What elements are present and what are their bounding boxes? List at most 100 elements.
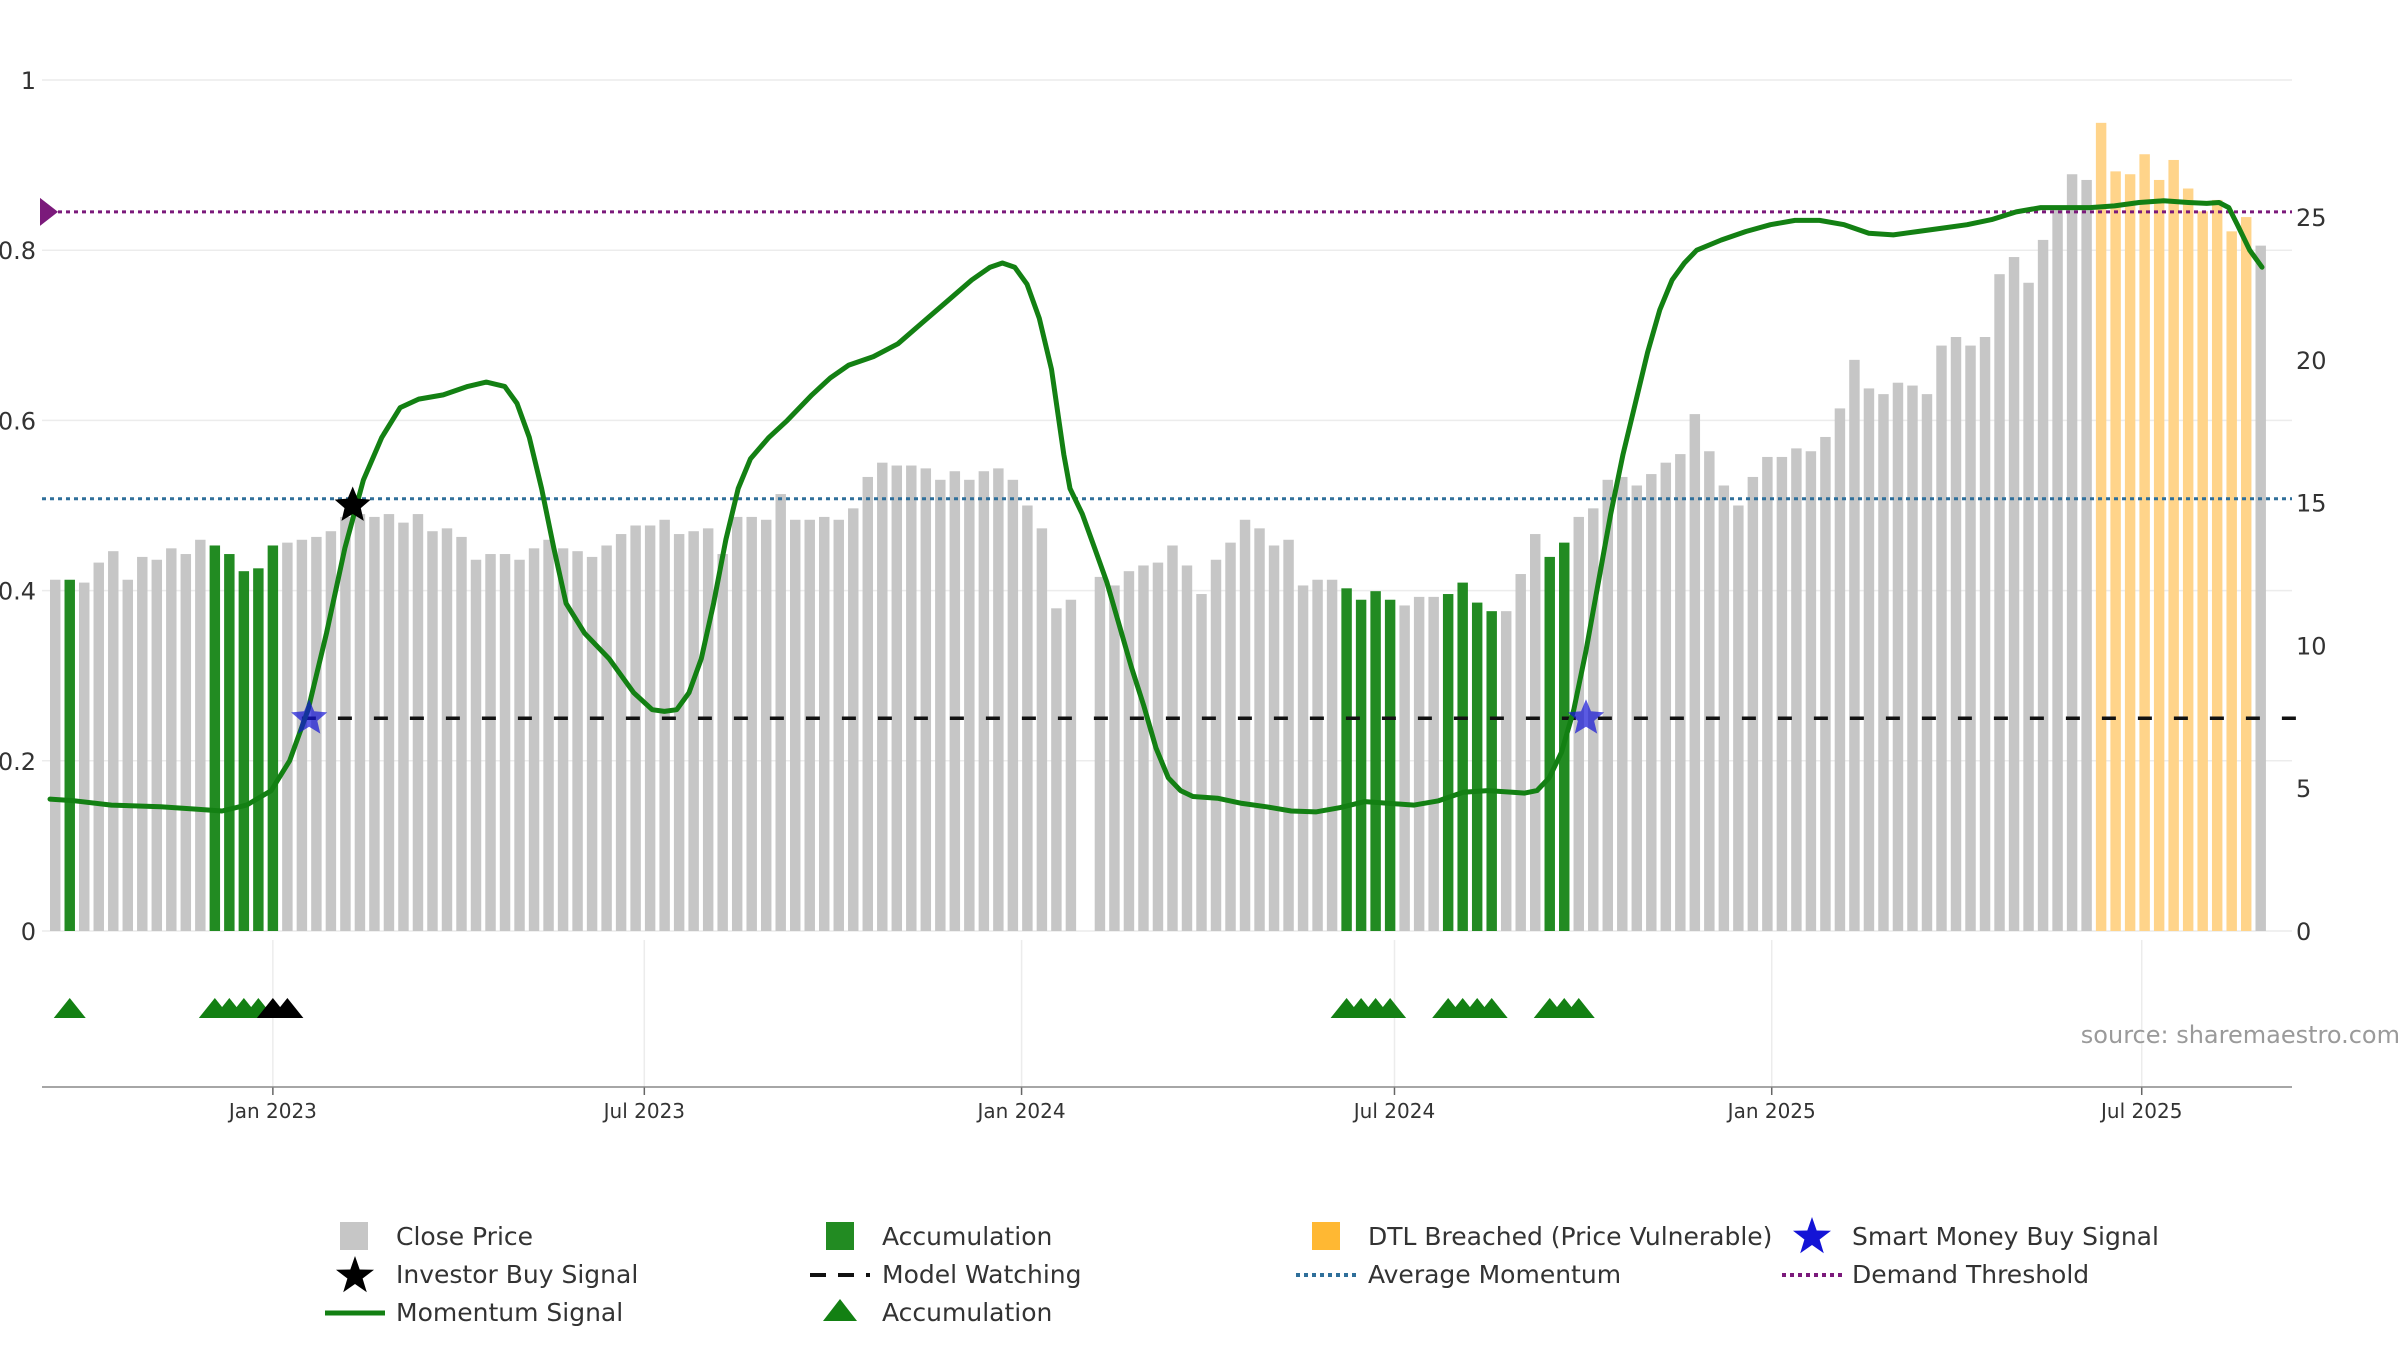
price-bar <box>514 559 525 931</box>
price-bar <box>1196 594 1207 931</box>
price-bar <box>93 562 104 931</box>
price-bar <box>383 514 395 931</box>
left-tick-label: 0.4 <box>0 578 36 606</box>
price-bar <box>731 516 743 931</box>
price-bar <box>1863 388 1875 931</box>
price-bar <box>1820 436 1831 931</box>
price-bar <box>2226 231 2237 931</box>
price-bar <box>746 516 757 931</box>
price-bar <box>819 516 830 931</box>
price-bar <box>1675 454 1686 931</box>
price-bar <box>1283 539 1294 931</box>
price-bar <box>1370 591 1381 931</box>
price-bar <box>1646 474 1657 931</box>
price-bar <box>1051 608 1062 931</box>
price-bar <box>528 548 540 931</box>
price-bar <box>1123 571 1135 931</box>
price-bar <box>195 539 206 931</box>
price-bar <box>891 465 903 931</box>
price-bar <box>935 479 946 931</box>
price-bar <box>978 471 990 931</box>
price-bar <box>1181 565 1193 931</box>
price-bar <box>1718 485 1730 931</box>
price-bar <box>267 545 279 931</box>
price-bar <box>1355 599 1367 931</box>
price-bar <box>659 519 670 931</box>
price-bar <box>224 554 235 931</box>
price-bar <box>1994 274 2005 931</box>
price-bar <box>1602 479 1613 931</box>
price-bar <box>949 471 961 931</box>
price-bar <box>1326 579 1338 931</box>
price-bar <box>1442 594 1454 931</box>
x-tick-label: Jul 2023 <box>602 1099 685 1123</box>
accumulation-triangle-icon <box>53 998 86 1018</box>
x-tick-label: Jan 2023 <box>227 1099 317 1123</box>
price-bar <box>2197 211 2208 931</box>
price-bars <box>50 122 2266 932</box>
price-bar <box>1428 596 1439 931</box>
price-bar <box>702 528 714 931</box>
price-bar <box>1979 337 1991 931</box>
demand-threshold-diamond-icon <box>40 197 58 226</box>
price-bar <box>1457 582 1468 931</box>
price-bar <box>1065 599 1077 931</box>
price-bar <box>804 519 815 931</box>
x-tick-label: Jan 2024 <box>976 1099 1066 1123</box>
right-tick-label: 25 <box>2296 204 2327 232</box>
price-bar <box>1849 359 1860 931</box>
price-bar <box>1094 576 1106 931</box>
price-bar <box>485 554 496 931</box>
price-bar <box>2037 239 2049 932</box>
right-tick-label: 20 <box>2296 347 2327 375</box>
investor-triangle-icon <box>271 998 304 1018</box>
price-bar <box>1762 456 1773 931</box>
price-bar <box>1297 585 1309 931</box>
price-bar <box>2124 174 2136 931</box>
right-tick-label: 5 <box>2296 775 2311 803</box>
price-bar <box>877 462 888 931</box>
price-bar <box>775 494 786 931</box>
price-bar <box>1936 345 1947 931</box>
price-bar <box>1500 611 1512 931</box>
price-bar <box>1834 408 1846 932</box>
price-bar <box>456 536 467 931</box>
price-bar <box>1791 448 1802 931</box>
price-bar <box>557 548 569 931</box>
x-tick-label: Jan 2025 <box>1726 1099 1816 1123</box>
price-bar <box>1254 528 1265 931</box>
price-bar <box>1210 559 1222 931</box>
price-bar <box>122 579 133 931</box>
price-bar <box>572 551 583 931</box>
right-tick-label: 10 <box>2296 632 2327 660</box>
price-bar <box>920 468 932 931</box>
price-bar <box>1733 505 1744 931</box>
price-bar <box>1515 574 1526 931</box>
smart-money-buy-star-icon <box>291 699 328 734</box>
price-bar <box>833 519 844 931</box>
price-bar <box>717 554 728 931</box>
price-bar <box>180 554 192 931</box>
price-bar <box>2240 217 2252 931</box>
smart-money-buy-star-icon <box>1567 699 1605 734</box>
price-bar <box>1747 476 1759 931</box>
price-bar <box>1660 462 1672 931</box>
signal-lines <box>40 197 2305 815</box>
price-bar <box>50 579 61 931</box>
price-bar <box>673 534 685 931</box>
right-tick-label: 15 <box>2296 490 2327 518</box>
price-bar <box>412 514 424 931</box>
price-bar <box>2081 179 2092 932</box>
investor-buy-star-icon <box>334 486 371 521</box>
price-bar <box>369 516 380 931</box>
price-bar <box>1167 545 1178 931</box>
left-tick-label: 0.6 <box>0 407 36 435</box>
price-bar <box>688 531 699 931</box>
price-bar <box>615 534 627 931</box>
price-bar <box>340 516 351 931</box>
price-bar <box>993 468 1004 931</box>
price-bar <box>2182 188 2194 931</box>
price-bar <box>1776 456 1788 931</box>
signal-markers <box>53 486 1605 1018</box>
